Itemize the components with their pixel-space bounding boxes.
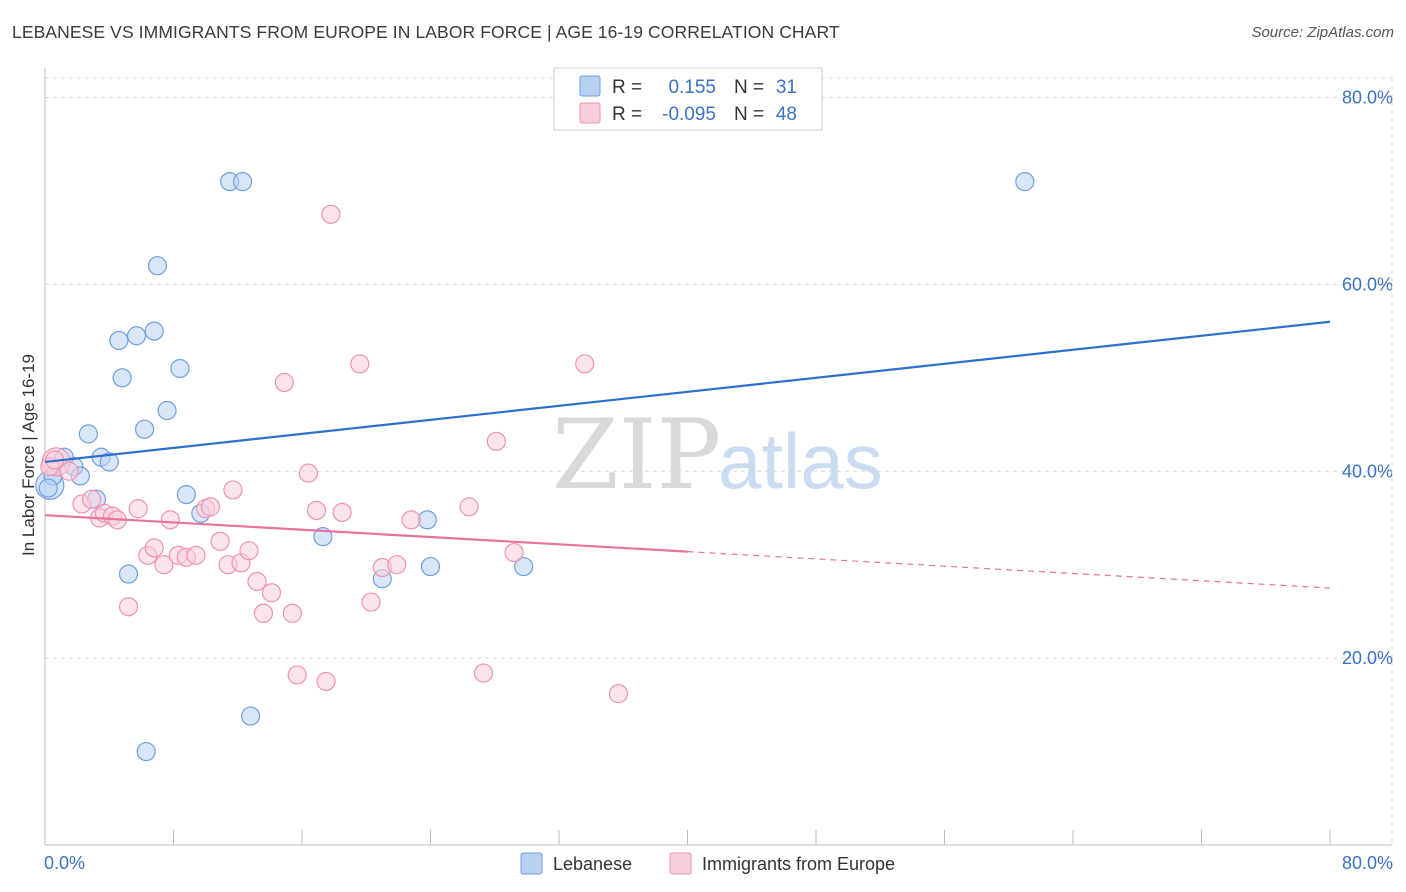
- point-immigrants-from-europe: [154, 555, 174, 575]
- chart-source: Source: ZipAtlas.com: [1251, 24, 1394, 41]
- point-lebanese: [514, 556, 534, 577]
- point-immigrants-from-europe: [247, 571, 267, 592]
- y-tick-label: 20.0%: [1342, 648, 1393, 668]
- stats-legend-swatch-lebanese: [579, 75, 601, 97]
- point-lebanese: [78, 424, 98, 444]
- point-lebanese: [147, 256, 168, 276]
- point-immigrants-from-europe: [321, 204, 341, 224]
- stats-legend: R = 0.155 N = 31 R = -0.095 N = 48: [553, 67, 823, 131]
- point-immigrants-from-europe: [274, 372, 294, 393]
- y-tick-label: 80.0%: [1342, 88, 1393, 108]
- point-immigrants-from-europe: [401, 510, 421, 530]
- stats-legend-r-label-2: R =: [612, 104, 642, 125]
- point-lebanese: [134, 419, 155, 439]
- x-tick-label: 0.0%: [44, 853, 85, 873]
- point-immigrants-from-europe: [298, 463, 319, 483]
- point-immigrants-from-europe: [261, 583, 282, 603]
- stats-legend-n-label-2: N =: [734, 104, 764, 125]
- y-axis-title: In Labor Force | Age 16-19: [19, 354, 38, 556]
- trend-line-immigrants-solid: [44, 514, 688, 553]
- point-lebanese: [136, 741, 156, 762]
- x-tick-label: 80.0%: [1342, 853, 1393, 873]
- point-immigrants-from-europe: [223, 480, 243, 500]
- point-immigrants-from-europe: [316, 671, 336, 692]
- point-immigrants-from-europe: [253, 603, 274, 623]
- point-immigrants-from-europe: [239, 541, 259, 561]
- point-lebanese: [170, 358, 190, 379]
- point-lebanese: [38, 478, 58, 498]
- point-immigrants-from-europe: [575, 354, 595, 374]
- data-points: [35, 171, 1035, 762]
- series-legend-swatch-immigrants: [669, 852, 692, 875]
- point-immigrants-from-europe: [59, 461, 79, 481]
- trend-line-immigrants-dashed: [687, 551, 1331, 589]
- point-immigrants-from-europe: [210, 531, 230, 551]
- point-lebanese: [99, 452, 119, 472]
- y-tick-label: 40.0%: [1342, 461, 1393, 481]
- series-legend-label-immigrants: Immigrants from Europe: [702, 854, 895, 874]
- stats-legend-r-value-2: -0.095: [662, 104, 716, 125]
- point-immigrants-from-europe: [350, 354, 370, 374]
- point-immigrants-from-europe: [332, 502, 352, 522]
- point-immigrants-from-europe: [306, 500, 327, 521]
- point-immigrants-from-europe: [473, 663, 494, 683]
- point-lebanese: [109, 330, 129, 351]
- trend-line-lebanese: [44, 320, 1331, 463]
- stats-legend-r-label-1: R =: [612, 77, 642, 98]
- point-lebanese: [118, 564, 139, 584]
- point-immigrants-from-europe: [287, 665, 307, 685]
- point-lebanese: [1015, 171, 1035, 192]
- watermark-zip: ZIP: [552, 399, 721, 511]
- point-lebanese: [126, 326, 147, 346]
- stats-legend-r-value-1: 0.155: [668, 77, 716, 98]
- point-immigrants-from-europe: [81, 489, 102, 509]
- point-immigrants-from-europe: [160, 510, 180, 530]
- stats-legend-swatch-immigrants: [579, 102, 601, 124]
- trend-lines: [44, 320, 1331, 589]
- point-lebanese: [420, 556, 441, 577]
- point-immigrants-from-europe: [361, 592, 381, 612]
- chart-title: LEBANESE VS IMMIGRANTS FROM EUROPE IN LA…: [12, 22, 840, 42]
- point-lebanese: [232, 171, 253, 192]
- point-lebanese: [241, 706, 261, 726]
- point-immigrants-from-europe: [128, 499, 148, 519]
- series-legend-label-lebanese: Lebanese: [553, 854, 632, 874]
- series-legend: Lebanese Immigrants from Europe: [520, 852, 895, 875]
- watermark: ZIP atlas: [552, 399, 883, 511]
- point-immigrants-from-europe: [459, 497, 479, 517]
- point-immigrants-from-europe: [118, 597, 139, 617]
- point-immigrants-from-europe: [486, 431, 506, 451]
- point-immigrants-from-europe: [186, 545, 206, 565]
- stats-legend-n-value-2: 48: [776, 104, 797, 125]
- series-legend-swatch-lebanese: [520, 852, 543, 875]
- point-immigrants-from-europe: [144, 538, 164, 558]
- stats-legend-n-label-1: N =: [734, 77, 764, 98]
- point-lebanese: [176, 485, 196, 505]
- point-lebanese: [417, 510, 437, 530]
- point-lebanese: [157, 400, 177, 421]
- y-tick-label: 60.0%: [1342, 274, 1393, 294]
- point-immigrants-from-europe: [282, 603, 302, 623]
- watermark-atlas: atlas: [718, 417, 883, 505]
- stats-legend-n-value-1: 31: [776, 77, 797, 98]
- point-lebanese: [112, 368, 132, 388]
- point-lebanese: [144, 321, 164, 341]
- point-immigrants-from-europe: [387, 555, 407, 575]
- point-immigrants-from-europe: [504, 542, 524, 563]
- point-immigrants-from-europe: [200, 497, 221, 517]
- point-immigrants-from-europe: [608, 684, 629, 704]
